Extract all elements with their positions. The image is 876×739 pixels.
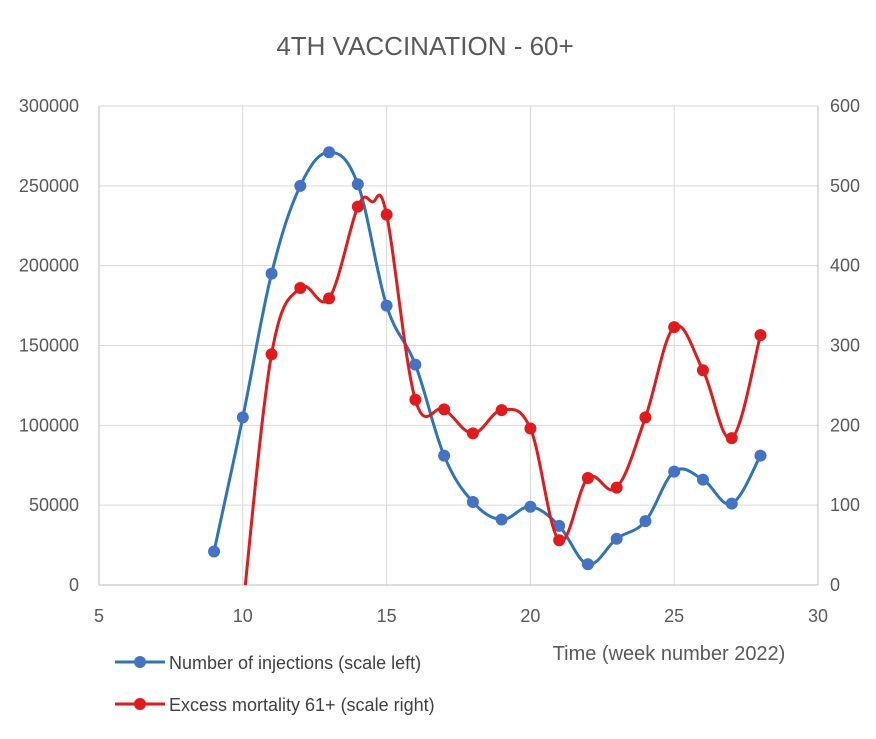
x-tick-label: 20 [520, 606, 540, 626]
data-point [524, 500, 537, 513]
y-right-tick-label: 400 [830, 256, 860, 276]
x-tick-label: 10 [233, 606, 253, 626]
y-left-tick-label: 200000 [19, 256, 79, 276]
y-left-tick-label: 150000 [19, 336, 79, 356]
data-point [438, 449, 451, 462]
tick-labels: 0 50000 100000 150000 200000 250000 300000 0 100… [19, 96, 860, 626]
data-point [380, 299, 393, 312]
data-point [380, 208, 393, 221]
data-point [236, 411, 249, 424]
y-left-tick-label: 300000 [19, 96, 79, 116]
data-point [639, 515, 652, 528]
data-point [265, 348, 278, 361]
data-point [553, 534, 566, 547]
legend-label: Excess mortality 61+ (scale right) [169, 695, 435, 715]
data-point [409, 358, 422, 371]
data-point [610, 532, 623, 545]
data-point [294, 282, 307, 295]
y-right-tick-label: 600 [830, 96, 860, 116]
x-tick-label: 15 [377, 606, 397, 626]
series-line [212, 150, 762, 566]
y-left-tick-label: 0 [69, 575, 79, 595]
y-right-tick-label: 100 [830, 495, 860, 515]
data-point [466, 495, 479, 508]
x-tick-label: 30 [808, 606, 828, 626]
data-point [495, 404, 508, 417]
data-point [696, 364, 709, 377]
data-point [323, 146, 336, 159]
data-point [294, 179, 307, 192]
data-point [351, 178, 364, 191]
y-left-tick-label: 250000 [19, 176, 79, 196]
x-tick-label: 5 [94, 606, 104, 626]
legend-marker [134, 656, 146, 668]
chart-title: 4TH VACCINATION - 60+ [276, 31, 573, 61]
y-left-tick-label: 100000 [19, 415, 79, 435]
data-point [438, 403, 451, 416]
legend-item: Excess mortality 61+ (scale right) [115, 695, 435, 715]
series-2 [243, 193, 767, 585]
data-point [208, 545, 221, 558]
plot-area [208, 146, 767, 585]
data-point [668, 465, 681, 478]
data-point [409, 393, 422, 406]
legend-item: Number of injections (scale left) [115, 653, 421, 673]
y-right-tick-label: 200 [830, 415, 860, 435]
y-left-tick-label: 50000 [29, 495, 79, 515]
series-1 [208, 146, 767, 571]
legend-label: Number of injections (scale left) [169, 653, 421, 673]
data-point [553, 519, 566, 532]
data-point [725, 432, 738, 445]
data-point [351, 200, 364, 213]
x-axis-label: Time (week number 2022) [553, 643, 786, 665]
data-point [466, 427, 479, 440]
axes [98, 106, 819, 586]
series-line [243, 193, 762, 585]
data-point [495, 513, 508, 526]
data-point [524, 422, 537, 435]
legend-marker [134, 698, 146, 710]
data-point [696, 473, 709, 486]
y-right-tick-label: 300 [830, 336, 860, 356]
data-point [639, 411, 652, 424]
data-point [610, 481, 623, 494]
y-right-tick-label: 0 [830, 575, 840, 595]
data-point [668, 321, 681, 334]
data-point [265, 267, 278, 280]
data-point [323, 292, 336, 305]
data-point [725, 497, 738, 510]
data-point [581, 558, 594, 571]
grid [99, 105, 819, 585]
legend: Number of injections (scale left) Excess … [115, 653, 435, 715]
y-right-tick-label: 500 [830, 176, 860, 196]
data-point [581, 472, 594, 485]
data-point [754, 449, 767, 462]
x-tick-label: 25 [664, 606, 684, 626]
data-point [754, 329, 767, 342]
